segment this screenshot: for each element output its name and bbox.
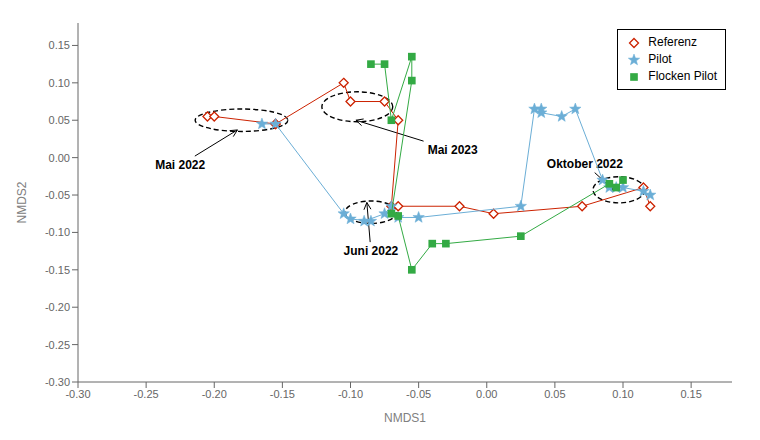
svg-text:Mai 2023: Mai 2023 (428, 143, 478, 157)
svg-text:-0.10: -0.10 (338, 388, 363, 400)
html-text:Pilot: Pilot (648, 52, 672, 66)
svg-text:0.15: 0.15 (680, 388, 701, 400)
svg-text:Mai 2022: Mai 2022 (155, 158, 205, 172)
svg-text:-0.30: -0.30 (65, 388, 90, 400)
svg-text:0.05: 0.05 (49, 114, 70, 126)
svg-text:-0.30: -0.30 (45, 376, 70, 388)
html-text:Flocken Pilot: Flocken Pilot (648, 69, 717, 83)
svg-text:-0.25: -0.25 (134, 388, 159, 400)
svg-text:-0.20: -0.20 (202, 388, 227, 400)
svg-text:-0.05: -0.05 (45, 189, 70, 201)
svg-text:-0.15: -0.15 (270, 388, 295, 400)
svg-text:0.05: 0.05 (544, 388, 565, 400)
svg-text:0.10: 0.10 (49, 77, 70, 89)
svg-text:-0.20: -0.20 (45, 301, 70, 313)
svg-text:0.10: 0.10 (612, 388, 633, 400)
svg-text:Juni 2022: Juni 2022 (344, 244, 399, 258)
html-text:Referenz: Referenz (648, 35, 697, 49)
svg-text:-0.05: -0.05 (406, 388, 431, 400)
svg-text:NMDS2: NMDS2 (15, 181, 29, 223)
svg-text:-0.15: -0.15 (45, 264, 70, 276)
svg-text:0.00: 0.00 (49, 152, 70, 164)
svg-text:Oktober 2022: Oktober 2022 (547, 157, 623, 171)
svg-text:0.15: 0.15 (49, 39, 70, 51)
svg-text:0.00: 0.00 (476, 388, 497, 400)
svg-text:-0.10: -0.10 (45, 226, 70, 238)
svg-text:-0.25: -0.25 (45, 339, 70, 351)
svg-text:NMDS1: NMDS1 (384, 411, 426, 425)
